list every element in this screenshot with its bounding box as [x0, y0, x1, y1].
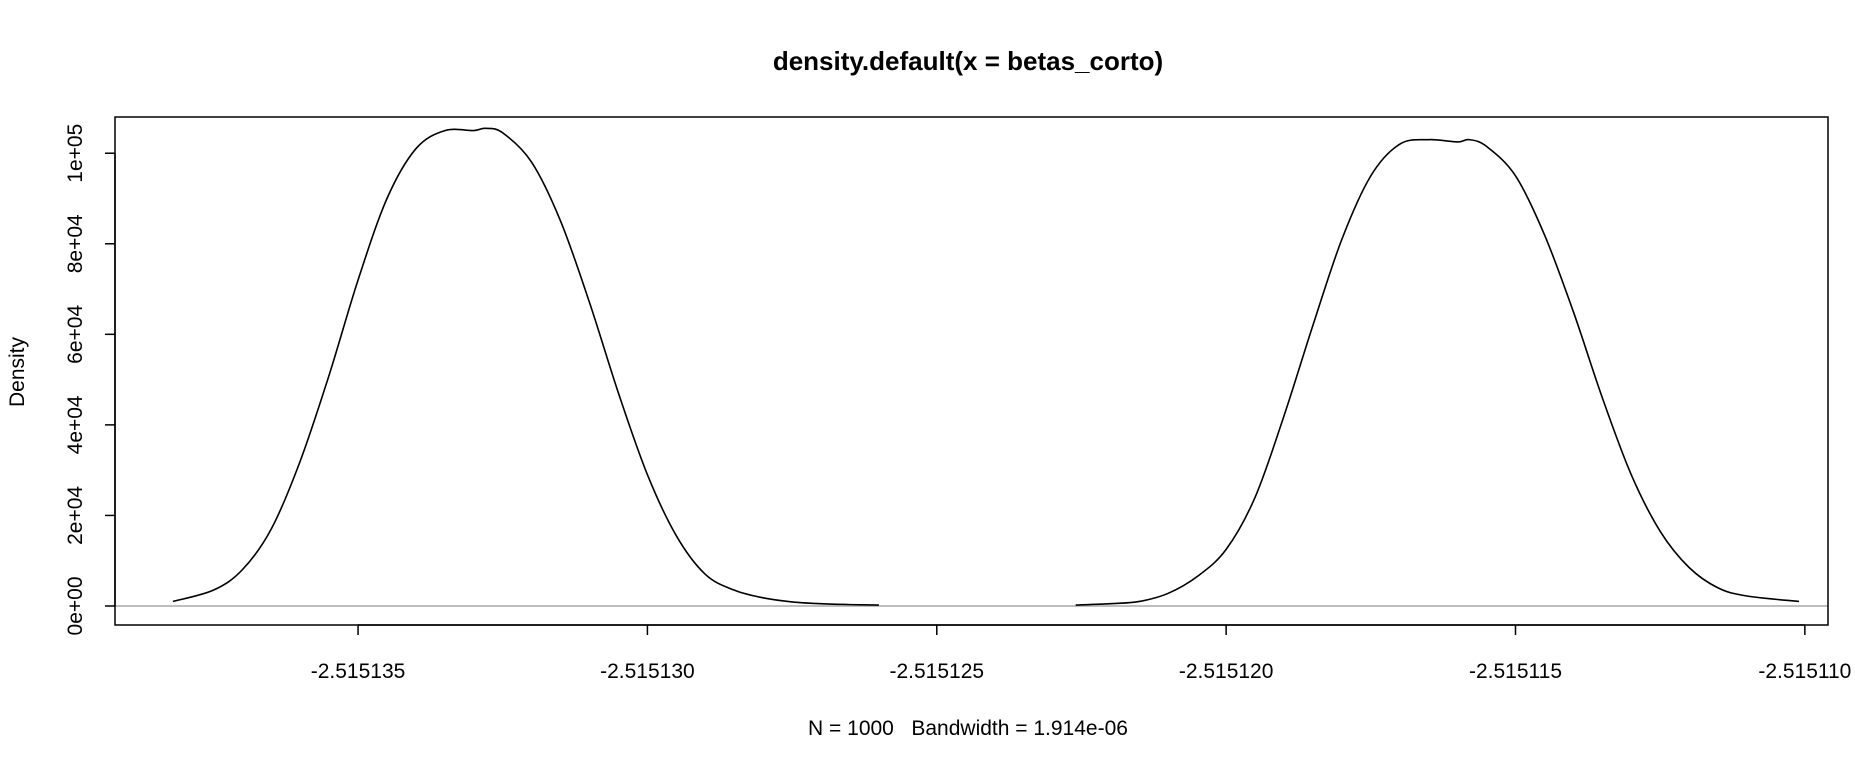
x-tick-label: -2.515110	[1758, 660, 1851, 683]
y-tick-label: 6e+04	[64, 305, 87, 364]
x-axis-label: N = 1000 Bandwidth = 1.914e-06	[808, 717, 1128, 740]
y-tick-label: 0e+00	[64, 576, 87, 635]
x-tick-label: -2.515130	[600, 660, 695, 683]
plot-frame	[114, 116, 1829, 626]
x-tick-label: -2.515115	[1469, 660, 1562, 683]
x-tick-label: -2.515120	[1179, 660, 1274, 683]
x-axis: -2.515135 -2.515130 -2.515125 -2.515120 -2.5…	[311, 624, 1851, 683]
y-axis: 0e+00 2e+04 4e+04 6e+04 8e+04 1e+05	[64, 124, 116, 635]
y-tick-label: 2e+04	[64, 486, 87, 545]
y-axis-label: Density	[6, 336, 29, 407]
x-tick-label: -2.515125	[889, 660, 984, 683]
x-tick-label: -2.515135	[311, 660, 406, 683]
y-tick-label: 4e+04	[64, 395, 87, 454]
density-curve-1	[172, 127, 879, 606]
y-tick-label: 8e+04	[64, 214, 87, 273]
chart-title: density.default(x = betas_corto)	[773, 46, 1163, 76]
y-tick-label: 1e+05	[64, 124, 87, 183]
density-curve-2	[1075, 138, 1800, 606]
